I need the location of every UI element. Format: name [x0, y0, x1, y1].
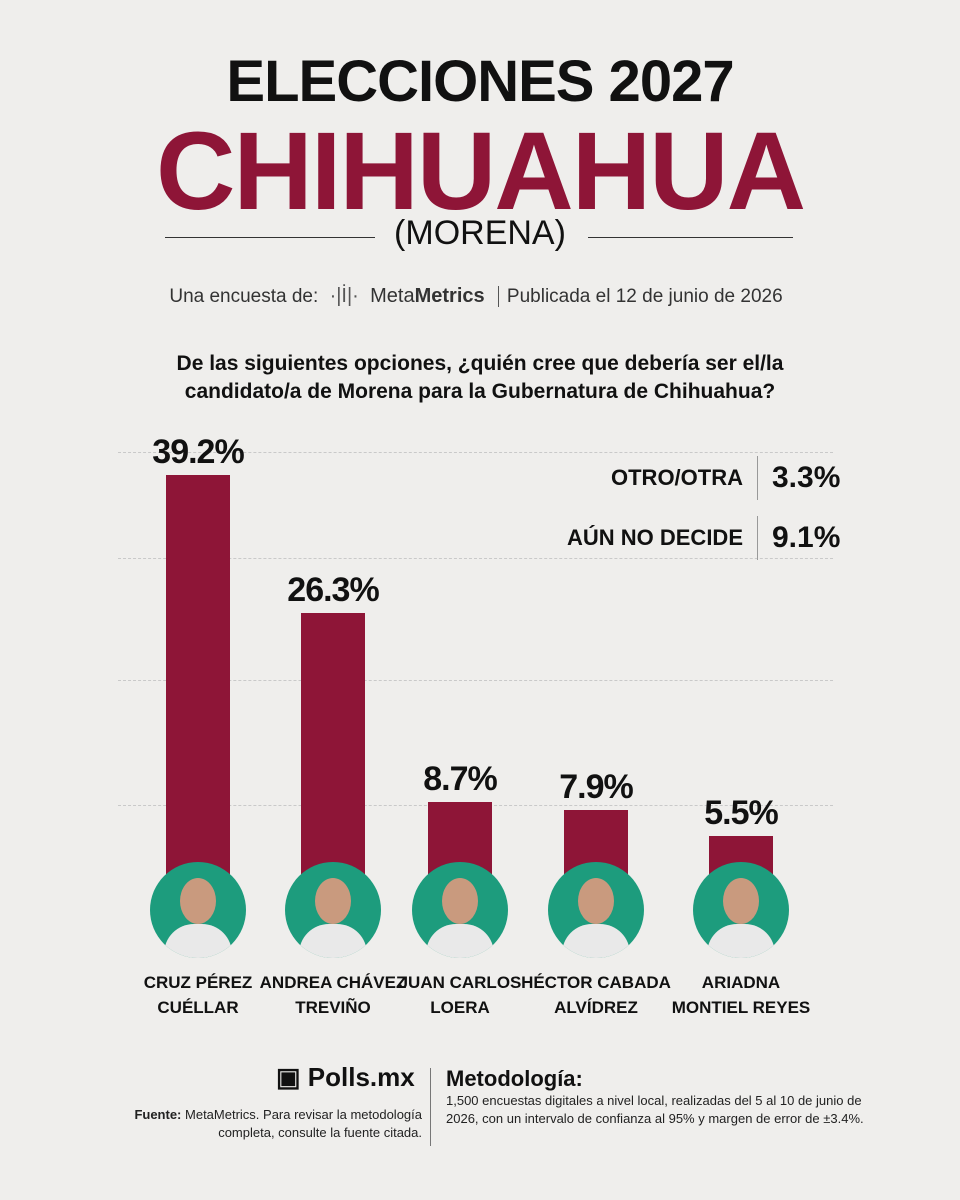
photo-body: [299, 924, 367, 958]
divider: [588, 237, 793, 238]
brand: ▣ Polls.mx: [276, 1062, 415, 1092]
method-title: Metodología:: [446, 1066, 583, 1091]
source-label: Fuente:: [134, 1107, 182, 1122]
chart: 39.2% CRUZ PÉREZ CUÉLLAR 26.3% ANDREA CHÁVE…: [143, 433, 842, 1017]
value-label: 8.7%: [423, 759, 498, 798]
candidate-name: ARIADNA MONTIEL REYES: [671, 973, 811, 1017]
photo-body: [562, 924, 630, 958]
bar: [301, 613, 365, 895]
other-option: OTRO/OTRA 3.3%: [611, 456, 842, 500]
value-label: 39.2%: [152, 433, 244, 471]
other-value: 3.3%: [757, 456, 842, 500]
photo-body: [707, 924, 775, 958]
candidate-photo: [412, 862, 508, 958]
logo-a: Meta: [370, 285, 415, 307]
state: CHIHUAHUA: [155, 110, 806, 233]
source-text: MetaMetrics. Para revisar la metodología…: [185, 1107, 422, 1140]
other-value: 9.1%: [757, 516, 842, 560]
candidate-photo: [285, 862, 381, 958]
photo-head: [723, 878, 759, 924]
value-label: 26.3%: [287, 571, 379, 610]
grid-line: [118, 452, 833, 453]
photo-head: [578, 878, 614, 924]
candidate-photo: [150, 862, 246, 958]
divider: [165, 237, 375, 238]
party: (MORENA): [394, 214, 566, 252]
question: De las siguientes opciones, ¿quién cree …: [176, 352, 784, 403]
candidate-photo: [548, 862, 644, 958]
brand-name: Polls.mx: [307, 1062, 415, 1092]
grid-line: [118, 558, 833, 559]
title: ELECCIONES 2027: [226, 49, 734, 114]
other-label: AÚN NO DECIDE: [566, 525, 743, 550]
logo-icon: ·|İ|·: [329, 285, 359, 307]
photo-head: [442, 878, 478, 924]
value-label: 5.5%: [704, 794, 779, 833]
grid-line: [118, 680, 833, 681]
pollster-logo: MetaMetrics: [370, 285, 485, 307]
bar: [166, 475, 230, 895]
candidate-name: CRUZ PÉREZ CUÉLLAR: [143, 973, 253, 1017]
candidate-photo: [693, 862, 789, 958]
other-label: OTRO/OTRA: [611, 465, 743, 490]
published: Publicada el 12 de junio de 2026: [497, 286, 783, 307]
other-option: AÚN NO DECIDE 9.1%: [567, 516, 842, 560]
value-label: 7.9%: [559, 768, 634, 807]
footer-divider: [430, 1068, 431, 1146]
logo-b: Metrics: [414, 285, 485, 307]
photo-head: [180, 878, 216, 924]
photo-body: [164, 924, 232, 958]
candidate-name: JUAN CARLOS LOERA: [398, 973, 522, 1017]
candidate-name: ANDREA CHÁVEZ TREVIÑO: [259, 973, 407, 1017]
method-text: 1,500 encuestas digitales a nivel local,…: [446, 1093, 864, 1126]
photo-body: [426, 924, 494, 958]
survey-by: Una encuesta de:: [169, 286, 319, 307]
photo-head: [315, 878, 351, 924]
survey-info: Una encuesta de: ·|İ|· MetaMetrics Publi…: [0, 285, 960, 308]
candidate-name: HÉCTOR CABADA ALVÍDREZ: [521, 973, 671, 1017]
source: Fuente: MetaMetrics. Para revisar la met…: [104, 1106, 422, 1142]
